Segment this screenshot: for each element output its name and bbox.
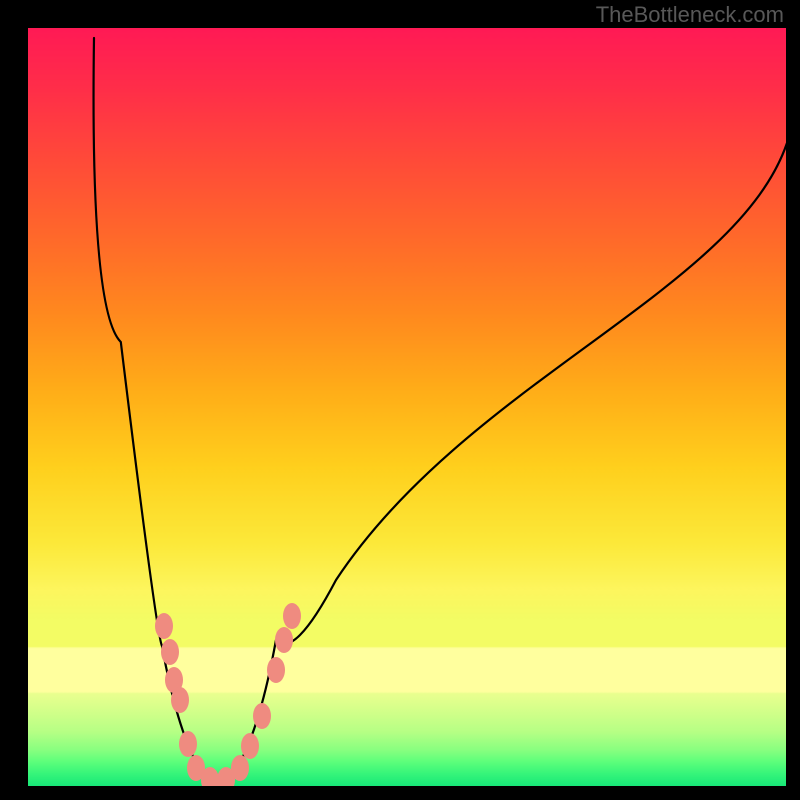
data-marker	[275, 627, 293, 653]
data-marker	[283, 603, 301, 629]
curve-path	[228, 140, 786, 781]
watermark-text: TheBottleneck.com	[596, 2, 784, 28]
data-marker	[231, 755, 249, 781]
data-marker	[155, 613, 173, 639]
data-marker	[161, 639, 179, 665]
data-markers	[155, 603, 301, 786]
data-marker	[171, 687, 189, 713]
curve-path	[94, 38, 208, 781]
data-marker	[241, 733, 259, 759]
data-marker	[253, 703, 271, 729]
data-marker	[179, 731, 197, 757]
data-marker	[267, 657, 285, 683]
